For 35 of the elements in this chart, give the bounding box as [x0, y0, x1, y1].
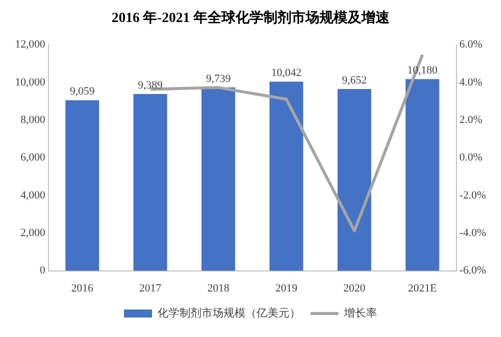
y-tick-label: 6,000 [20, 152, 46, 164]
x-tick-label: 2021E [408, 282, 438, 294]
x-tick-label: 2020 [343, 282, 366, 294]
y2-tick-label: -6.0% [459, 264, 486, 277]
x-tick-label: 2019 [275, 282, 298, 294]
y-tick-label: 2,000 [20, 227, 46, 240]
y-tick-label: 12,000 [15, 38, 46, 51]
data-label: 9,389 [138, 79, 164, 92]
x-tick-label: 2018 [207, 282, 230, 294]
data-label: 9,739 [206, 72, 232, 85]
data-label: 9,059 [70, 86, 96, 98]
data-label: 9,652 [342, 74, 367, 86]
bar [65, 100, 100, 271]
bar [270, 82, 304, 271]
y2-tick-label: 0.0% [459, 152, 482, 164]
y2-tick-label: -4.0% [459, 227, 486, 240]
bar [133, 94, 168, 271]
y-tick-label: 10,000 [15, 76, 46, 88]
y-tick-label: 8,000 [20, 114, 46, 126]
x-tick-label: 2016 [71, 282, 94, 294]
y2-tick-label: 4.0% [459, 76, 482, 88]
legend-label: 增长率 [343, 306, 377, 320]
x-tick-label: 2017 [139, 282, 162, 294]
y-tick-label: 4,000 [20, 189, 46, 202]
data-label: 10,180 [407, 64, 438, 76]
data-label: 10,042 [271, 67, 302, 80]
y2-tick-label: 2.0% [459, 114, 482, 126]
legend-label: 化学制剂市场规模（亿美元） [158, 306, 300, 320]
y-tick-label: 0 [40, 264, 46, 277]
chart-title: 2016 年-2021 年全球化学制剂市场规模及增速 [112, 9, 390, 26]
y2-tick-label: -2.0% [459, 189, 486, 202]
y2-tick-label: 6.0% [459, 38, 482, 51]
bar [201, 87, 236, 271]
bar [406, 79, 440, 271]
bar [338, 89, 372, 271]
